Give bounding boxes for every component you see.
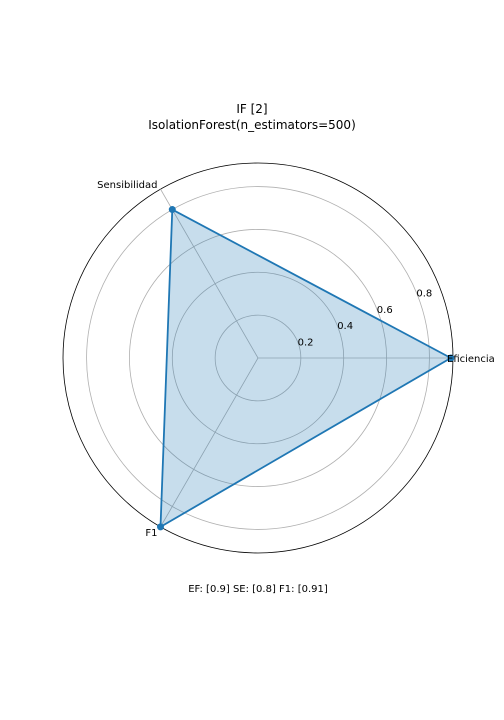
radial-tick-label: 0.8 bbox=[416, 288, 432, 299]
radial-tick-label: 0.6 bbox=[377, 305, 393, 316]
axis-label: F1 bbox=[145, 528, 157, 539]
chart-subtitle: IsolationForest(n_estimators=500) bbox=[0, 118, 504, 132]
metrics-summary: EF: [0.9] SE: [0.8] F1: [0.91] bbox=[0, 584, 504, 595]
radial-tick-label: 0.2 bbox=[298, 338, 314, 349]
axis-label: Sensibilidad bbox=[97, 180, 157, 191]
chart-title: IF [2] bbox=[0, 102, 504, 116]
radial-tick-label: 0.4 bbox=[337, 321, 353, 332]
data-point bbox=[157, 523, 164, 530]
axis-label: Eficiencia bbox=[447, 354, 495, 365]
series-area bbox=[161, 210, 451, 527]
data-point bbox=[169, 206, 176, 213]
